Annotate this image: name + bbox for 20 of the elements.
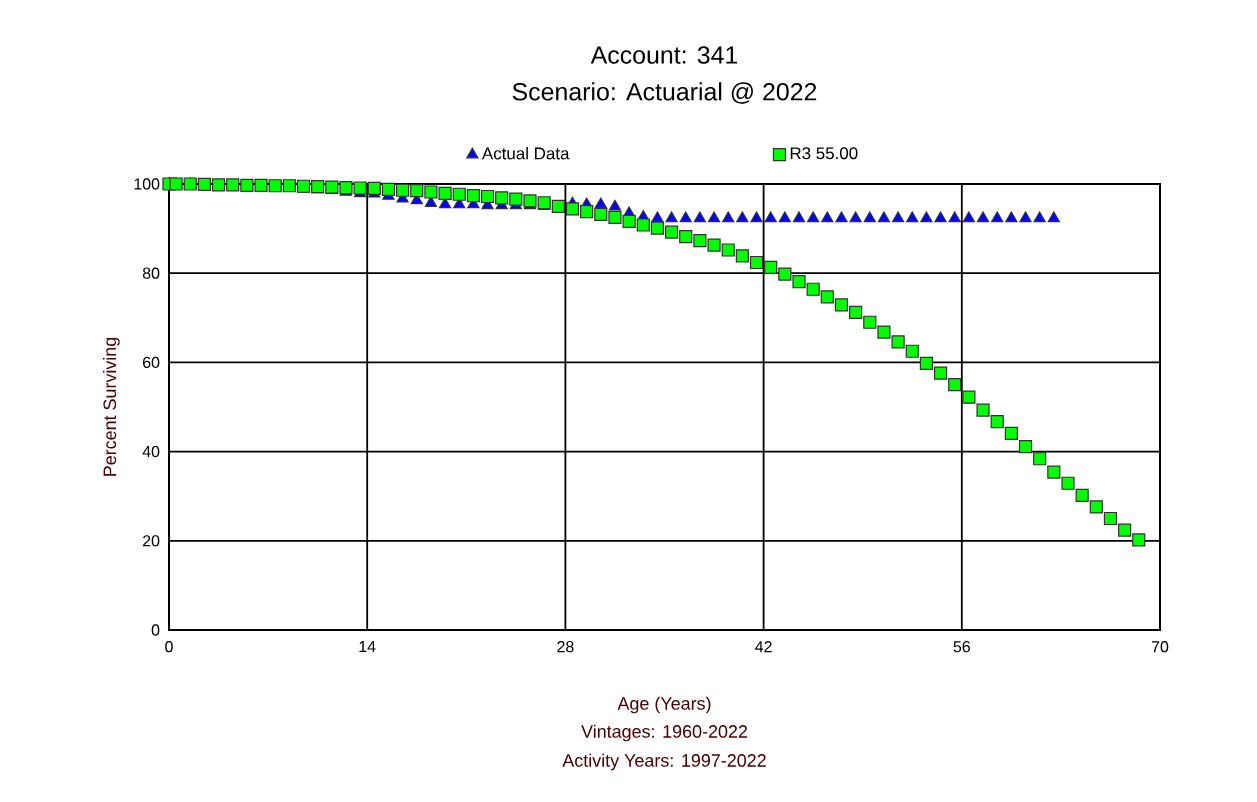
y-tick-label: 20 <box>143 535 160 547</box>
y-tick-label: 100 <box>134 178 160 190</box>
y-tick-label: 0 <box>151 624 160 636</box>
text: Vintages: 1960-2022 <box>581 724 747 742</box>
text: Activity Years: 1997-2022 <box>562 753 766 771</box>
x-tick-label: 56 <box>953 641 970 653</box>
legend-label: R3 55.00 <box>790 147 858 160</box>
x-tick-label: 0 <box>165 641 173 653</box>
legend-label: Actual Data <box>481 146 570 160</box>
x-tick-label: 70 <box>1151 641 1169 653</box>
chart-title: Account: 341 <box>590 46 738 64</box>
chart-subtitle: Scenario: Actuarial @ 2022 <box>512 82 817 104</box>
y-tick-label: 40 <box>142 445 160 458</box>
y-axis-title: Percent Surviving <box>102 337 120 476</box>
x-tick-label: 14 <box>359 641 376 652</box>
x-tick-label: 28 <box>557 641 574 653</box>
y-tick-label: 60 <box>143 356 160 369</box>
x-axis-title: Age (Years) <box>617 696 711 714</box>
x-tick-label: 42 <box>755 641 772 653</box>
y-tick-label: 80 <box>142 267 160 279</box>
